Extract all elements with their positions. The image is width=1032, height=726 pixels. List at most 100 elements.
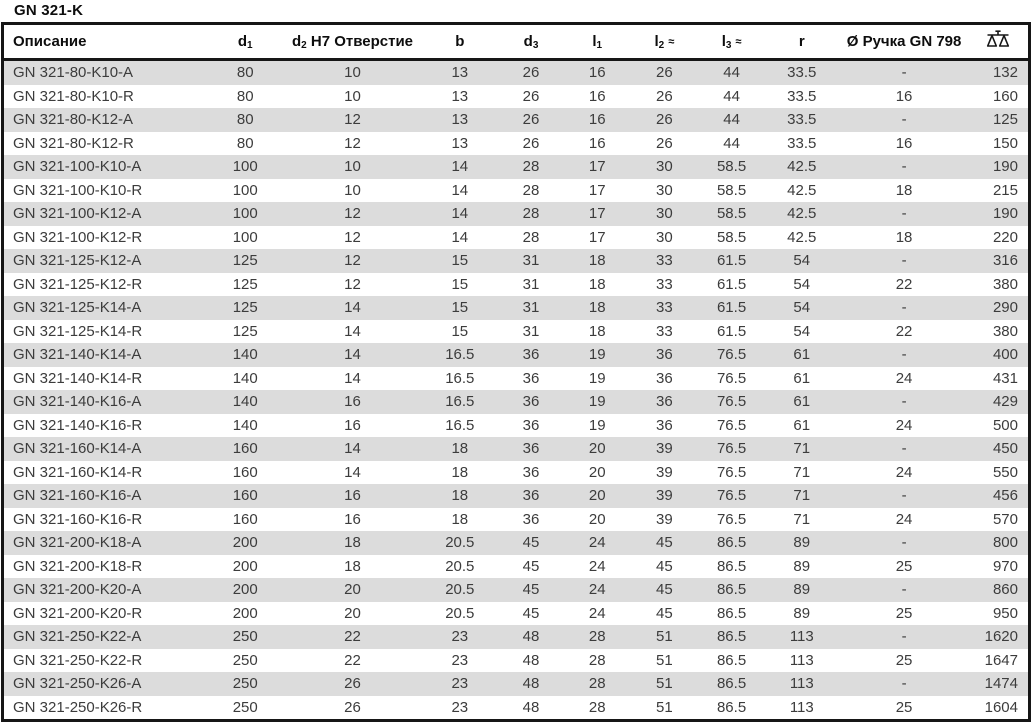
cell-d3: 31 bbox=[497, 272, 565, 296]
cell-l1: 19 bbox=[564, 366, 631, 390]
cell-d3: 28 bbox=[497, 155, 565, 179]
cell-l1: 16 bbox=[564, 59, 631, 85]
cell-d1: 80 bbox=[207, 108, 284, 132]
cell-handle: - bbox=[838, 437, 970, 461]
cell-r: 61 bbox=[764, 413, 839, 437]
cell-d3: 26 bbox=[497, 108, 565, 132]
cell-d2: 20 bbox=[283, 578, 422, 602]
table-row: GN 321-160-K16-R 160 16 18 36 20 39 76.5 71 24 570 bbox=[2, 507, 1030, 531]
cell-l3: 58.5 bbox=[698, 202, 765, 226]
cell-weight: 970 bbox=[969, 554, 1030, 578]
cell-d3: 45 bbox=[497, 601, 565, 625]
cell-d3: 36 bbox=[497, 366, 565, 390]
cell-d1: 140 bbox=[207, 343, 284, 367]
cell-d3: 36 bbox=[497, 390, 565, 414]
cell-l1: 18 bbox=[564, 296, 631, 320]
cell-d2: 14 bbox=[283, 296, 422, 320]
cell-l3: 86.5 bbox=[698, 648, 765, 672]
cell-weight: 1474 bbox=[969, 672, 1030, 696]
cell-d2: 16 bbox=[283, 413, 422, 437]
cell-r: 71 bbox=[764, 437, 839, 461]
cell-b: 16.5 bbox=[421, 390, 498, 414]
cell-l3: 76.5 bbox=[698, 390, 765, 414]
cell-b: 20.5 bbox=[421, 531, 498, 555]
cell-desc: GN 321-125-K12-A bbox=[2, 249, 208, 273]
cell-l1: 19 bbox=[564, 413, 631, 437]
cell-handle: 24 bbox=[838, 460, 970, 484]
cell-d3: 26 bbox=[497, 131, 565, 155]
cell-l2: 39 bbox=[630, 460, 699, 484]
cell-weight: 450 bbox=[969, 437, 1030, 461]
cell-l1: 20 bbox=[564, 460, 631, 484]
cell-b: 15 bbox=[421, 296, 498, 320]
cell-d2: 12 bbox=[283, 131, 422, 155]
cell-l3: 76.5 bbox=[698, 343, 765, 367]
cell-d1: 125 bbox=[207, 272, 284, 296]
cell-desc: GN 321-200-K18-R bbox=[2, 554, 208, 578]
cell-d3: 36 bbox=[497, 343, 565, 367]
cell-b: 14 bbox=[421, 155, 498, 179]
cell-desc: GN 321-200-K18-A bbox=[2, 531, 208, 555]
table-row: GN 321-140-K16-R 140 16 16.5 36 19 36 76.5 61 24 5… bbox=[2, 413, 1030, 437]
cell-l2: 30 bbox=[630, 225, 699, 249]
table-row: GN 321-250-K26-A 250 26 23 48 28 51 86.5 113-147… bbox=[2, 672, 1030, 696]
cell-handle: 24 bbox=[838, 413, 970, 437]
cell-r: 33.5 bbox=[764, 131, 839, 155]
cell-l2: 39 bbox=[630, 507, 699, 531]
cell-weight: 1647 bbox=[969, 648, 1030, 672]
cell-l2: 39 bbox=[630, 437, 699, 461]
cell-handle: - bbox=[838, 390, 970, 414]
cell-weight: 132 bbox=[969, 59, 1030, 85]
cell-d3: 31 bbox=[497, 319, 565, 343]
cell-l3: 76.5 bbox=[698, 413, 765, 437]
cell-l3: 58.5 bbox=[698, 225, 765, 249]
table-row: GN 321-80-K10-R 80 10 13 26 16 26 44 33.5 16 160 bbox=[2, 84, 1030, 108]
cell-l3: 76.5 bbox=[698, 507, 765, 531]
cell-d3: 28 bbox=[497, 225, 565, 249]
cell-l2: 26 bbox=[630, 108, 699, 132]
cell-d3: 31 bbox=[497, 249, 565, 273]
cell-l2: 30 bbox=[630, 202, 699, 226]
cell-weight: 950 bbox=[969, 601, 1030, 625]
cell-b: 16.5 bbox=[421, 366, 498, 390]
cell-handle: 16 bbox=[838, 84, 970, 108]
column-header-b: b bbox=[420, 22, 498, 61]
cell-l2: 30 bbox=[630, 155, 699, 179]
cell-d2: 12 bbox=[283, 249, 422, 273]
cell-l1: 17 bbox=[564, 225, 631, 249]
catalog-page: GN 321-K Описание d1 d2 H7 Отверстие b d3 l1 l… bbox=[0, 3, 1032, 726]
cell-r: 71 bbox=[764, 484, 839, 508]
cell-l3: 44 bbox=[698, 131, 765, 155]
cell-b: 16.5 bbox=[421, 343, 498, 367]
cell-handle: - bbox=[838, 672, 970, 696]
cell-r: 89 bbox=[764, 531, 839, 555]
cell-r: 71 bbox=[764, 507, 839, 531]
cell-l3: 58.5 bbox=[698, 178, 765, 202]
cell-d3: 36 bbox=[497, 507, 565, 531]
cell-l3: 76.5 bbox=[698, 484, 765, 508]
cell-handle: 25 bbox=[838, 601, 970, 625]
cell-handle: 18 bbox=[838, 178, 970, 202]
cell-handle: 22 bbox=[838, 272, 970, 296]
cell-desc: GN 321-140-K16-A bbox=[2, 390, 208, 414]
cell-d1: 160 bbox=[207, 437, 284, 461]
cell-desc: GN 321-140-K14-R bbox=[2, 366, 208, 390]
cell-handle: - bbox=[838, 59, 970, 85]
cell-handle: 25 bbox=[838, 554, 970, 578]
cell-l3: 86.5 bbox=[698, 554, 765, 578]
cell-l1: 16 bbox=[564, 84, 631, 108]
cell-d2: 10 bbox=[283, 59, 422, 85]
cell-b: 23 bbox=[421, 625, 498, 649]
cell-l2: 30 bbox=[630, 178, 699, 202]
cell-desc: GN 321-200-K20-R bbox=[2, 601, 208, 625]
column-header-l3: l3 ≈ bbox=[697, 22, 765, 61]
cell-b: 18 bbox=[421, 460, 498, 484]
cell-d1: 80 bbox=[207, 59, 284, 85]
cell-desc: GN 321-125-K14-R bbox=[2, 319, 208, 343]
table-row: GN 321-200-K20-R 200 20 20.5 45 24 45 86.5 89 25 9… bbox=[2, 601, 1030, 625]
scale-icon bbox=[986, 30, 1018, 53]
cell-d1: 140 bbox=[207, 366, 284, 390]
cell-b: 13 bbox=[421, 84, 498, 108]
cell-b: 20.5 bbox=[421, 578, 498, 602]
cell-d2: 18 bbox=[283, 554, 422, 578]
